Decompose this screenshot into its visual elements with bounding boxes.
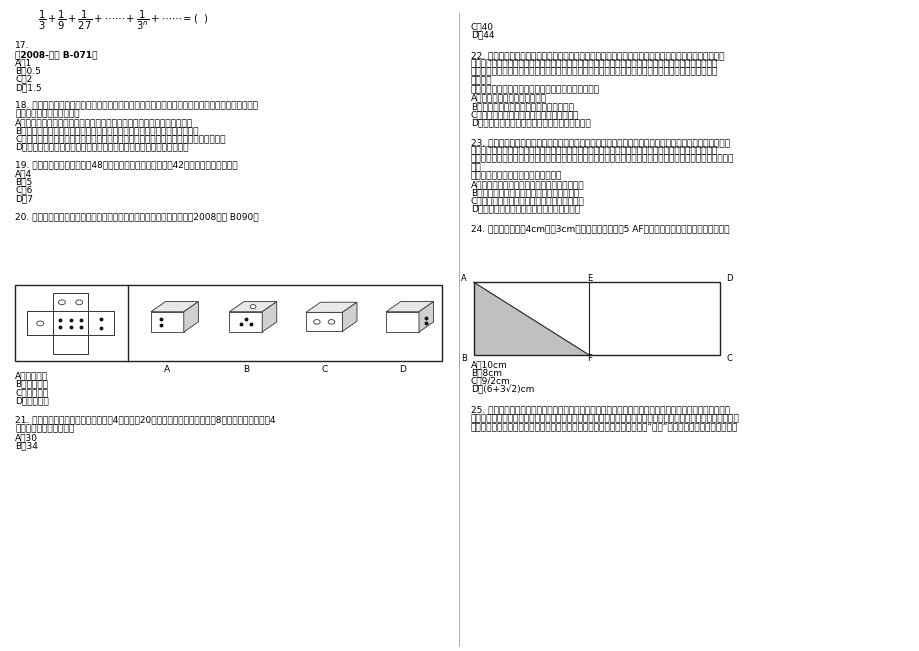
Text: C、9/2cm: C、9/2cm <box>471 377 510 385</box>
Polygon shape <box>418 301 433 332</box>
Bar <box>53 335 88 353</box>
Text: B: B <box>243 365 248 374</box>
Text: 间，进而影响它们的生物体，提前产期，而上述变化使得这些鸟无法为其破壳而出的代代提供足够的食物，比如冠: 间，进而影响它们的生物体，提前产期，而上述变化使得这些鸟无法为其破壳而出的代代提… <box>471 414 739 423</box>
Text: A、4: A、4 <box>15 169 32 178</box>
Circle shape <box>250 305 255 309</box>
Text: D: D <box>726 274 732 283</box>
Polygon shape <box>151 301 199 312</box>
Text: $\dfrac{1}{3}+\dfrac{1}{9}+\dfrac{1}{27}+\cdots\cdots+\dfrac{1}{3^n}+\cdots\cdot: $\dfrac{1}{3}+\dfrac{1}{9}+\dfrac{1}{27}… <box>38 8 209 32</box>
Text: 24. 一长方形纸板长4cm，劘3cm，将其折叠后，折甉5 AF，如图示，则阴影三角形的周长是：: 24. 一长方形纸板长4cm，劘3cm，将其折叠后，折甉5 AF，如图示，则阴影… <box>471 225 729 234</box>
Text: 下列属于协议制决策的是：: 下列属于协议制决策的是： <box>15 109 80 118</box>
Text: A、受到较多光照的茶叶会使茶氨基酸含量降低: A、受到较多光照的茶叶会使茶氨基酸含量降低 <box>471 180 584 189</box>
Text: A、10cm: A、10cm <box>471 360 507 369</box>
Text: 21. 若干学生住若干房间，如果每间佗4人，则有20人没地方住，如果每间房佗8人，则有一间房只有4: 21. 若干学生住若干房间，如果每间佗4人，则有20人没地方住，如果每间房佗8人… <box>15 415 276 424</box>
Text: B、一般产自深山幽谷的茶叶比平地上的好喜: B、一般产自深山幽谷的茶叶比平地上的好喜 <box>471 188 579 197</box>
Circle shape <box>313 320 320 324</box>
Text: C: C <box>726 354 732 363</box>
Text: 25. 美国鸟类基金会在不久前公布了《美国鸟类状况》的报告，他们认为，全球变暖正在改变候鸟的远征时: 25. 美国鸟类基金会在不久前公布了《美国鸟类状况》的报告，他们认为，全球变暖正… <box>471 406 729 415</box>
Text: C、抑制茶氨基酸的分解后制成的茶叶味道不佳: C、抑制茶氨基酸的分解后制成的茶叶味道不佳 <box>471 197 584 206</box>
Polygon shape <box>306 302 357 312</box>
Text: D、京津冀一体化的核心是疏解北京的非首都功能: D、京津冀一体化的核心是疏解北京的非首都功能 <box>471 118 590 128</box>
Text: A、1: A、1 <box>15 58 32 67</box>
Polygon shape <box>229 312 262 332</box>
Polygon shape <box>386 301 433 312</box>
Bar <box>473 282 719 355</box>
Text: 19. 六个大球与三个小球共扰48克，六个小球与三个大球共重42克，则大球重多少克：: 19. 六个大球与三个小球共扰48克，六个小球与三个大球共重42克，则大球重多少… <box>15 160 237 169</box>
Text: D、(6+3√2)cm: D、(6+3√2)cm <box>471 385 534 394</box>
Text: D、44: D、44 <box>471 31 494 39</box>
Text: A: A <box>460 274 466 283</box>
Text: 鸟山雀主要以蟆和蝠婆的幼虫为食，而蝯和蝠婆的产卵时间没有相应提前，“早产”的小蓝山雀会在硬壳向出数天: 鸟山雀主要以蟆和蝠婆的幼虫为食，而蝯和蝠婆的产卵时间没有相应提前，“早产”的小蓝… <box>471 422 737 431</box>
Text: A、如图所示: A、如图所示 <box>15 372 48 381</box>
Text: 《京津冀协同发展规划纲要》的以上内容，意在阐述：: 《京津冀协同发展规划纲要》的以上内容，意在阐述： <box>471 85 599 94</box>
Text: 幽谷。除了水源土壤的清洁，更重要的原因在于深山幽谷中光照不足，而在春天茶叶发育期间温度较低，: 幽谷。除了水源土壤的清洁，更重要的原因在于深山幽谷中光照不足，而在春天茶叶发育期… <box>471 146 718 156</box>
Text: D、秋茶一般不如春茶好喜与茶树光照多有关: D、秋茶一般不如春茶好喜与茶树光照多有关 <box>471 205 579 214</box>
Bar <box>53 311 88 335</box>
Text: C: C <box>321 365 327 374</box>
Text: D、7: D、7 <box>15 194 33 203</box>
Text: B: B <box>460 354 466 363</box>
Text: 支撑区。: 支撑区。 <box>471 76 492 85</box>
Text: D、如图所示: D、如图所示 <box>15 396 49 406</box>
Text: 22. 《京津冀协同发展规划纲要》明确指出：北京为全国政治中心、文化中心、国际交往中心和科技创新: 22. 《京津冀协同发展规划纲要》明确指出：北京为全国政治中心、文化中心、国际交… <box>471 51 723 61</box>
Text: C、40: C、40 <box>471 22 494 31</box>
Polygon shape <box>262 301 277 332</box>
Text: C、如图所示: C、如图所示 <box>15 388 48 397</box>
Polygon shape <box>229 301 277 312</box>
Text: D、某科室购买办公用品的方案经正副主任签字同意后交由秘书小赵办理: D、某科室购买办公用品的方案经正副主任签字同意后交由秘书小赵办理 <box>15 143 188 152</box>
Circle shape <box>328 320 335 324</box>
Bar <box>15 285 441 361</box>
Circle shape <box>59 300 65 305</box>
Text: B、8cm: B、8cm <box>471 368 502 378</box>
Polygon shape <box>306 312 342 331</box>
Text: C、顶层设计是实现京津冀一体化的重要途径: C、顶层设计是实现京津冀一体化的重要途径 <box>471 110 579 119</box>
Text: B、5: B、5 <box>15 178 32 186</box>
Text: 【2008-江苏 B-071】: 【2008-江苏 B-071】 <box>15 50 97 59</box>
Text: D: D <box>399 365 405 374</box>
Text: F: F <box>586 354 591 363</box>
Text: D、1.5: D、1.5 <box>15 83 41 92</box>
Text: B、0.5: B、0.5 <box>15 66 41 76</box>
Bar <box>53 294 88 311</box>
Text: A、30: A、30 <box>15 433 38 442</box>
Text: 17.: 17. <box>15 41 29 50</box>
Text: 人住，问共有多少学生：: 人住，问共有多少学生： <box>15 424 74 433</box>
Bar <box>473 282 719 355</box>
Text: B、34: B、34 <box>15 441 38 450</box>
Text: C、2: C、2 <box>15 75 32 84</box>
Text: A: A <box>165 365 170 374</box>
Polygon shape <box>386 312 418 332</box>
Text: 中心；天津为全国先进制造研发基地、北方国际航运核心区、金融创新运营示范区和改革先行示范区；河: 中心；天津为全国先进制造研发基地、北方国际航运核心区、金融创新运营示范区和改革先… <box>471 59 718 68</box>
Text: 北为全国现代商贸物流重要基地、产业转型升级试验区、新型城镇化与城乡统筹示范区、京津冀生态环境: 北为全国现代商贸物流重要基地、产业转型升级试验区、新型城镇化与城乡统筹示范区、京… <box>471 68 718 77</box>
Text: 23. 除了品种，温度和光照也会影响到茶氨基酸的分解。在关于茶的各种诗文中，优质的茶总是生长在深山: 23. 除了品种，温度和光照也会影响到茶氨基酸的分解。在关于茶的各种诗文中，优质… <box>471 138 729 147</box>
Bar <box>28 311 53 335</box>
Text: A、京津冀三地的具体功能定位: A、京津冀三地的具体功能定位 <box>471 94 547 103</box>
Text: 根据文意，下列说法不正确的一项是：: 根据文意，下列说法不正确的一项是： <box>471 172 562 181</box>
Polygon shape <box>151 312 184 332</box>
Polygon shape <box>184 301 199 332</box>
Polygon shape <box>473 282 589 355</box>
Text: 20. 左边给定的是纸盒的外表面展开图，右边哪一项能由它折叠而成？《2008江苏 B090》: 20. 左边给定的是纸盒的外表面展开图，右边哪一项能由它折叠而成？《2008江苏… <box>15 212 258 221</box>
Bar <box>88 311 114 335</box>
Circle shape <box>75 300 83 305</box>
Text: B、在厅办公会上，经过协商、讨论，大家一致通过了某下属部门提交的方案: B、在厅办公会上，经过协商、讨论，大家一致通过了某下属部门提交的方案 <box>15 126 199 135</box>
Text: 18. 协议制决策：指具有同等权限的单位或部门就共同面临的问题，通过洽商作出决定的决策方法。: 18. 协议制决策：指具有同等权限的单位或部门就共同面临的问题，通过洽商作出决定… <box>15 101 258 110</box>
Text: A、某林业局提出的项目申请，经过上级主管部门领导签字后，已正式立项: A、某林业局提出的项目申请，经过上级主管部门领导签字后，已正式立项 <box>15 118 193 127</box>
Text: 所以茶氨基酸的分解以及儿茶素的合成受到抑制。这样制得的春茶茶氨基酸含量高而茶多酚含量低，也就更好喜: 所以茶氨基酸的分解以及儿茶素的合成受到抑制。这样制得的春茶茶氨基酸含量高而茶多酚… <box>471 155 733 163</box>
Circle shape <box>37 321 44 326</box>
Text: B、京津冀三地产业应沿着不同的方向发展: B、京津冀三地产业应沿着不同的方向发展 <box>471 102 573 111</box>
Text: C、某县环保局、城管局和卫生局多次会商环境问题，就环保局的方案讨论后形成了决议: C、某县环保局、城管局和卫生局多次会商环境问题，就环保局的方案讨论后形成了决议 <box>15 134 225 143</box>
Polygon shape <box>342 302 357 331</box>
Text: 饮。: 饮。 <box>471 163 482 172</box>
Text: E: E <box>586 274 591 283</box>
Text: B、如图所示: B、如图所示 <box>15 380 48 389</box>
Text: C、6: C、6 <box>15 186 32 195</box>
